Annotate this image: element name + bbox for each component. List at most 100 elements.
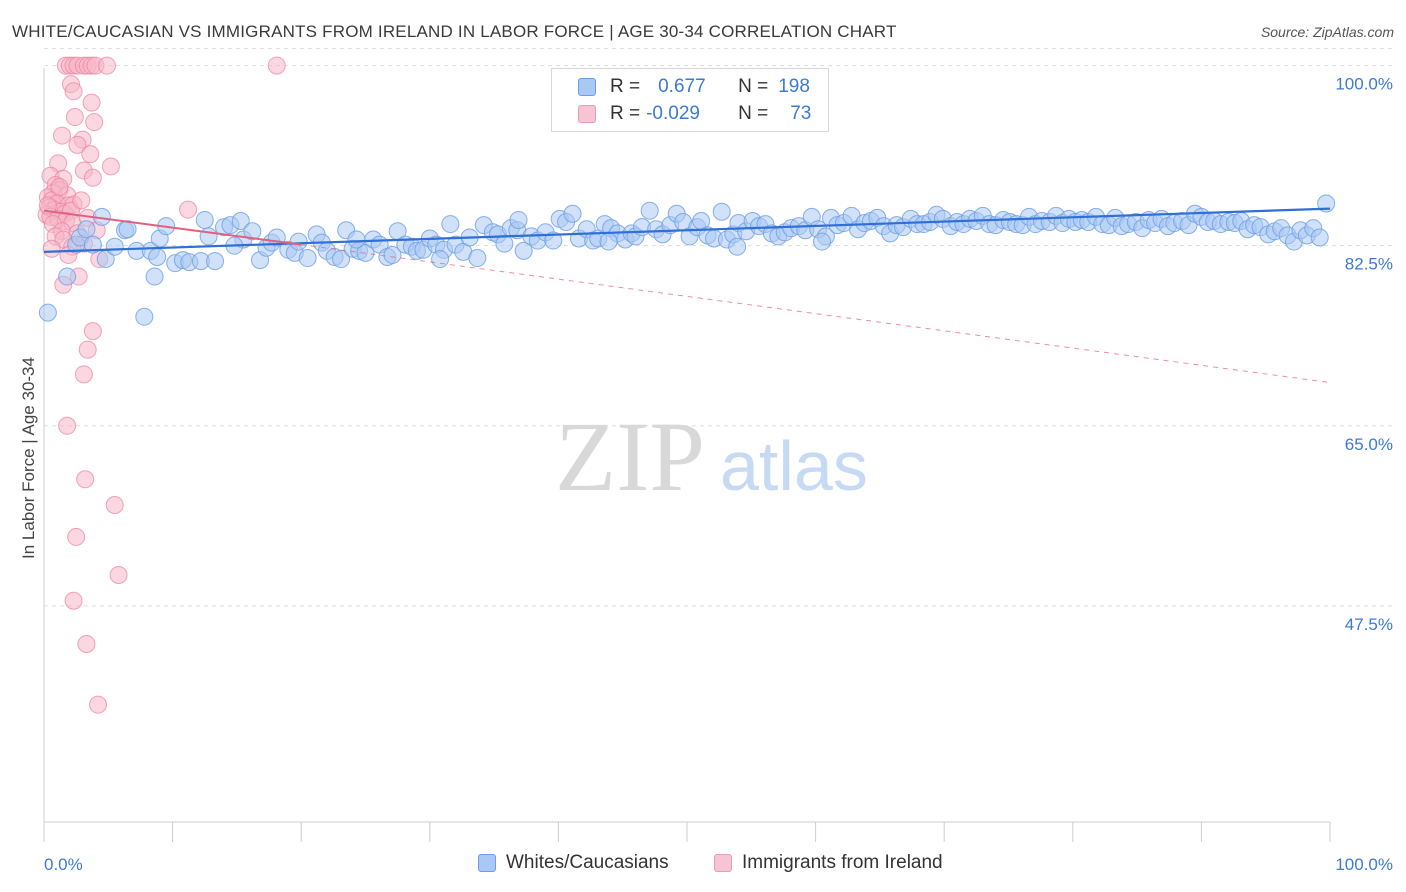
ireland-point bbox=[67, 527, 86, 546]
white-point bbox=[118, 220, 137, 239]
y-tick-label: 82.5% bbox=[1345, 255, 1393, 274]
white-point bbox=[468, 249, 487, 268]
white-point bbox=[441, 215, 460, 234]
ireland-trend-line bbox=[43, 209, 302, 246]
white-point bbox=[135, 307, 154, 326]
legend-r-label: R = bbox=[610, 76, 641, 97]
ireland-point bbox=[77, 634, 96, 653]
watermark-zip: ZIP bbox=[555, 401, 705, 512]
white-point bbox=[383, 245, 402, 264]
ireland-point bbox=[78, 340, 97, 359]
x-tick-label: 0.0% bbox=[44, 855, 83, 874]
white-point bbox=[495, 234, 514, 253]
y-tick-label: 47.5% bbox=[1345, 615, 1393, 634]
x-tick-label: 100.0% bbox=[1335, 855, 1393, 874]
bottom-swatch-ireland bbox=[714, 854, 732, 872]
white-point bbox=[347, 230, 366, 249]
legend-r-value: 0.677 bbox=[658, 76, 706, 97]
ireland-point bbox=[83, 322, 102, 341]
ireland-point bbox=[101, 157, 120, 176]
white-point bbox=[1310, 228, 1329, 247]
trend-lines bbox=[43, 207, 1331, 384]
bottom-legend-label: Immigrants from Ireland bbox=[742, 852, 943, 873]
legend-swatch-white bbox=[578, 78, 596, 96]
legend-n-value: 73 bbox=[790, 103, 812, 124]
source-label: Source: ZipAtlas.com bbox=[1260, 24, 1394, 40]
x-tick-labels: 0.0% 100.0% bbox=[44, 855, 1393, 874]
white-point bbox=[514, 241, 533, 260]
legend-r-label: R = bbox=[610, 103, 641, 124]
y-axis-label: In Labor Force | Age 30-34 bbox=[19, 357, 38, 559]
ireland-point bbox=[64, 591, 83, 610]
ireland-point bbox=[58, 416, 77, 435]
y-tick-labels: 47.5% 65.0% 82.5% 100.0% bbox=[1335, 75, 1393, 634]
ireland-point bbox=[109, 566, 128, 585]
white-point bbox=[712, 202, 731, 221]
legend-n-label: N = bbox=[738, 103, 769, 124]
ireland-point bbox=[64, 82, 83, 101]
legend-swatch-ireland bbox=[578, 105, 596, 123]
white-point bbox=[289, 232, 308, 251]
ireland-point bbox=[68, 135, 87, 154]
grid-lines bbox=[44, 48, 1393, 607]
ireland-point bbox=[83, 168, 102, 187]
white-point bbox=[199, 227, 218, 246]
legend-r-value: -0.029 bbox=[646, 103, 700, 124]
y-tick-label: 65.0% bbox=[1345, 435, 1393, 454]
ireland-point bbox=[65, 108, 84, 127]
white-point bbox=[148, 248, 167, 267]
white-point bbox=[728, 237, 747, 256]
ireland-point bbox=[89, 695, 108, 714]
white-point bbox=[105, 237, 124, 256]
white-point bbox=[640, 201, 659, 220]
white-point bbox=[231, 211, 250, 230]
bottom-legend-white: Whites/Caucasians bbox=[478, 852, 669, 874]
watermark-atlas: atlas bbox=[720, 427, 868, 505]
legend-row-ireland: R = -0.029 N = 73 bbox=[552, 100, 811, 128]
ireland-point bbox=[179, 200, 198, 219]
correlation-legend: R = 0.677 N = 198 R = -0.029 N = 73 bbox=[551, 68, 829, 132]
white-point bbox=[813, 232, 832, 251]
ireland-trend-extension bbox=[301, 244, 1331, 384]
white-point bbox=[509, 210, 528, 229]
white-point bbox=[563, 204, 582, 223]
white-point bbox=[206, 252, 225, 271]
legend-n-label: N = bbox=[738, 76, 769, 97]
series-ireland-points bbox=[37, 56, 286, 714]
ireland-point bbox=[72, 191, 91, 210]
y-tick-label: 100.0% bbox=[1335, 75, 1393, 94]
white-point bbox=[83, 235, 102, 254]
ireland-point bbox=[53, 126, 72, 145]
ireland-point bbox=[42, 239, 61, 258]
ireland-point bbox=[85, 113, 104, 132]
chart-title: WHITE/CAUCASIAN VS IMMIGRANTS FROM IRELA… bbox=[12, 22, 897, 41]
white-point bbox=[145, 267, 164, 286]
ireland-point bbox=[81, 145, 100, 164]
ireland-point bbox=[105, 496, 124, 515]
white-point bbox=[58, 267, 77, 286]
ireland-point bbox=[50, 178, 69, 197]
legend-row-white: R = 0.677 N = 198 bbox=[552, 73, 810, 101]
white-point bbox=[77, 220, 96, 239]
white-point bbox=[298, 249, 317, 268]
ireland-point bbox=[38, 196, 57, 215]
white-trend-line bbox=[43, 207, 1331, 253]
bottom-swatch-white bbox=[478, 854, 496, 872]
ireland-point bbox=[76, 470, 95, 489]
ireland-point bbox=[82, 93, 101, 112]
bottom-legend-label: Whites/Caucasians bbox=[506, 852, 669, 873]
white-point bbox=[544, 231, 563, 250]
white-point bbox=[332, 250, 351, 269]
ireland-point bbox=[267, 56, 286, 75]
white-point bbox=[1317, 194, 1336, 213]
white-point bbox=[599, 232, 618, 251]
legend-n-value: 198 bbox=[778, 76, 810, 97]
white-point bbox=[431, 250, 450, 269]
white-point bbox=[195, 210, 214, 229]
white-point bbox=[243, 222, 262, 241]
ireland-point bbox=[74, 365, 93, 384]
bottom-legend-ireland: Immigrants from Ireland bbox=[714, 852, 943, 874]
white-point bbox=[38, 303, 57, 322]
ireland-point bbox=[98, 56, 117, 75]
